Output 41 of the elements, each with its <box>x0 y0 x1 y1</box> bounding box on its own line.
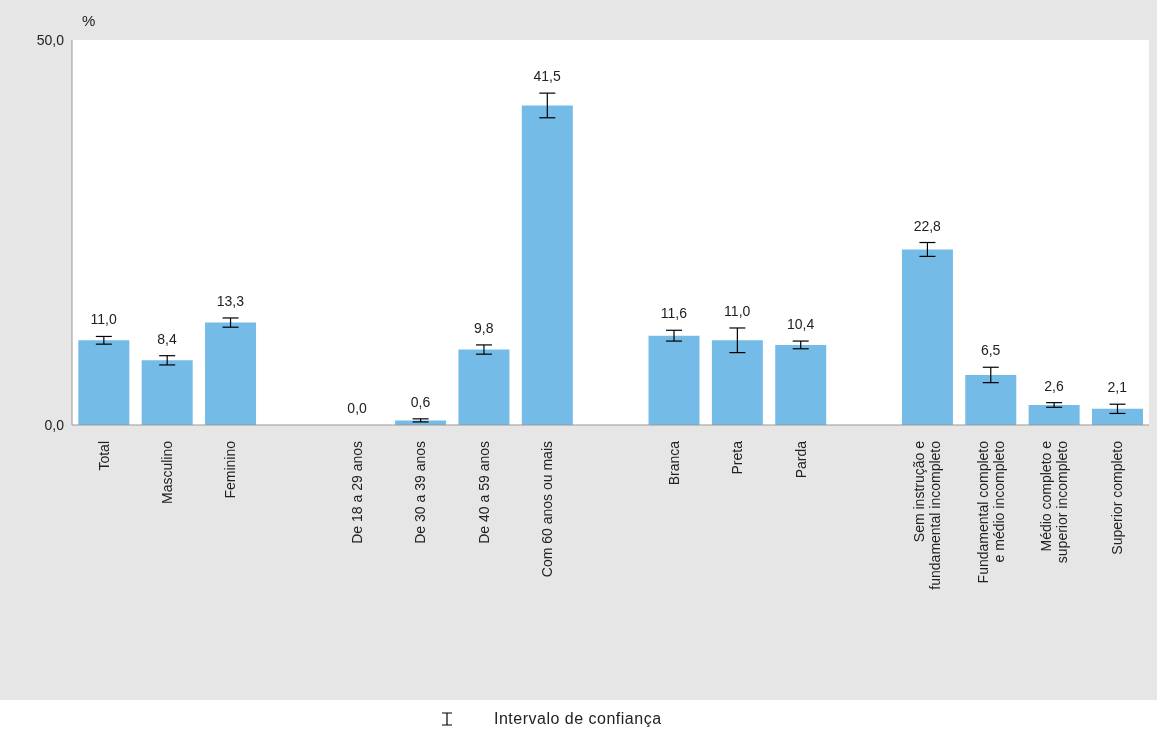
bar <box>775 344 827 425</box>
x-tick-label: De 40 a 59 anos <box>475 441 492 544</box>
text: Intervalo de confiança <box>494 710 662 728</box>
bar <box>141 360 193 425</box>
bar <box>78 340 130 425</box>
bar <box>205 322 257 425</box>
bar <box>458 349 510 425</box>
x-tick-label: Com 60 anos ou mais <box>539 441 556 578</box>
data-label: 2,6 <box>1044 377 1064 394</box>
data-label: 8,4 <box>157 330 177 347</box>
x-tick-label: De 30 a 39 anos <box>412 441 429 544</box>
data-label: 41,5 <box>533 68 561 85</box>
data-label: 22,8 <box>913 217 942 234</box>
data-label: 11,0 <box>90 311 117 328</box>
x-tick-label: Total <box>95 441 112 471</box>
bar <box>1091 408 1143 425</box>
x-tick-label: Branca <box>665 440 682 486</box>
data-label: 10,4 <box>786 316 815 333</box>
bar <box>901 249 953 425</box>
x-tick-label: De 18 a 29 anos <box>349 441 366 544</box>
data-label: 9,8 <box>474 319 494 336</box>
bar <box>1028 404 1080 425</box>
data-label: 2,1 <box>1107 379 1128 396</box>
data-label: 0,6 <box>410 393 431 410</box>
data-label: 6,5 <box>980 342 1001 359</box>
x-tick-label: Parda <box>792 440 809 479</box>
x-tick-label: Sem instrução e fundamental incompleto <box>911 440 944 590</box>
bar <box>965 374 1017 425</box>
bar <box>648 335 700 425</box>
y-tick-label: 50,0 <box>36 31 65 48</box>
bar <box>711 340 763 425</box>
x-tick-label: Masculino <box>159 440 176 505</box>
data-label: 11,0 <box>724 302 751 319</box>
y-axis-title: % <box>82 12 96 29</box>
x-tick-label: Preta <box>729 440 746 475</box>
x-tick-label: Feminino <box>222 440 239 499</box>
x-tick-label: Superior completo <box>1109 440 1126 555</box>
data-label: 0,0 <box>347 400 368 416</box>
bar <box>521 105 573 425</box>
data-label: 13,3 <box>216 292 245 309</box>
data-label: 11,6 <box>660 305 688 322</box>
